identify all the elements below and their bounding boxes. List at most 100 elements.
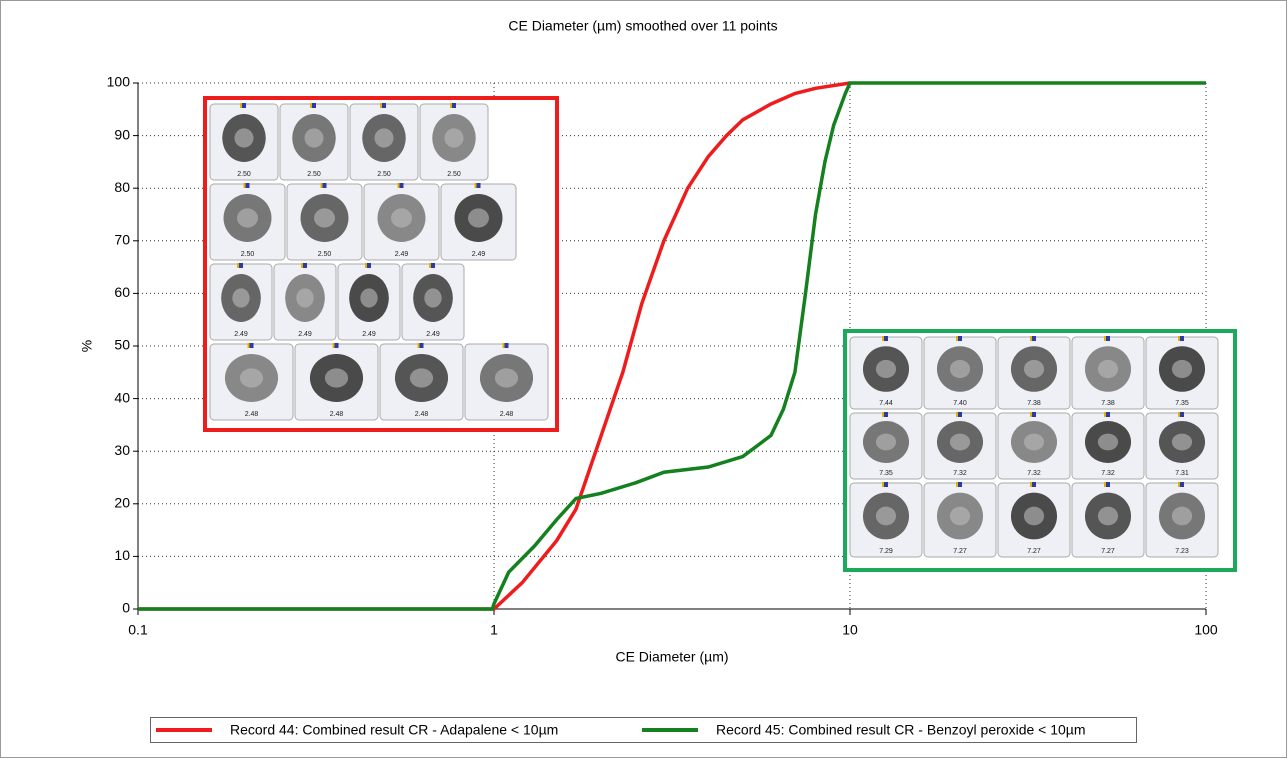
y-tick-label: 60 <box>114 284 130 300</box>
particle-highlight <box>875 433 897 451</box>
y-tick-label: 50 <box>114 337 130 353</box>
particle-highlight <box>234 128 254 148</box>
particle-label: 7.44 <box>879 400 893 407</box>
particle-marker <box>1106 412 1110 417</box>
particle-highlight <box>391 208 412 228</box>
particle-marker <box>312 103 316 108</box>
particle-label: 7.29 <box>879 548 893 555</box>
y-tick-label: 90 <box>114 126 130 142</box>
particle-label: 2.49 <box>234 331 248 338</box>
x-tick-label: 1 <box>490 622 498 638</box>
particle-highlight <box>424 288 442 308</box>
particle-label: 2.49 <box>298 331 312 338</box>
particle-marker <box>245 183 250 188</box>
particle-highlight <box>949 359 971 379</box>
y-tick-label: 40 <box>114 389 130 405</box>
particle-marker <box>237 263 239 268</box>
particle-marker <box>1180 482 1184 487</box>
particle-label: 7.35 <box>1175 400 1189 407</box>
particle-marker <box>417 343 420 348</box>
particle-label: 2.48 <box>245 411 259 418</box>
particle-highlight <box>468 208 489 228</box>
particle-marker <box>882 412 884 417</box>
particle-marker <box>303 263 307 268</box>
particle-label: 7.35 <box>879 470 893 477</box>
particle-label: 7.27 <box>953 548 967 555</box>
particle-marker <box>367 263 371 268</box>
particle-label: 2.50 <box>447 171 461 178</box>
particle-highlight <box>304 128 324 148</box>
particle-marker <box>1104 482 1106 487</box>
particle-label: 2.50 <box>318 251 332 258</box>
particle-label: 2.50 <box>377 171 391 178</box>
chart-title: CE Diameter (µm) smoothed over 11 points <box>508 18 777 34</box>
particle-marker <box>1106 482 1110 487</box>
particle-marker <box>1106 336 1110 341</box>
particle-marker <box>1104 412 1106 417</box>
y-axis-label: % <box>79 340 95 352</box>
particle-label: 2.49 <box>472 251 486 258</box>
particle-marker <box>1030 482 1032 487</box>
particle-highlight <box>1023 506 1045 526</box>
particle-marker <box>247 343 250 348</box>
particle-highlight <box>1023 433 1045 451</box>
x-tick-label: 0.1 <box>128 622 148 638</box>
particle-marker <box>380 103 382 108</box>
particle-marker <box>1180 336 1184 341</box>
particle-marker <box>243 183 246 188</box>
particle-highlight <box>1023 359 1045 379</box>
particle-highlight <box>949 506 971 526</box>
particle-label: 2.49 <box>395 251 409 258</box>
y-tick-label: 100 <box>107 74 131 90</box>
particle-highlight <box>1097 506 1119 526</box>
legend-label: Record 45: Combined result CR - Benzoyl … <box>716 722 1086 738</box>
x-axis-label: CE Diameter (µm) <box>615 649 728 665</box>
particle-label: 7.40 <box>953 400 967 407</box>
x-tick-label: 10 <box>842 622 858 638</box>
particle-highlight <box>239 368 264 388</box>
particle-marker <box>239 263 243 268</box>
particle-highlight <box>949 433 971 451</box>
particle-label: 7.38 <box>1027 400 1041 407</box>
particle-marker <box>301 263 303 268</box>
legend-label: Record 44: Combined result CR - Adapalen… <box>230 722 558 738</box>
particle-marker <box>1178 412 1180 417</box>
y-tick-label: 70 <box>114 232 130 248</box>
particle-label: 2.48 <box>415 411 429 418</box>
particle-marker <box>882 482 884 487</box>
particle-marker <box>452 103 456 108</box>
particle-marker <box>419 343 424 348</box>
series-line <box>138 81 1206 611</box>
particle-marker <box>1030 336 1032 341</box>
particle-marker <box>502 343 505 348</box>
particle-marker <box>884 336 888 341</box>
particle-label: 7.32 <box>953 470 967 477</box>
particle-label: 7.27 <box>1027 548 1041 555</box>
y-tick-label: 20 <box>114 495 130 511</box>
particle-marker <box>1178 336 1180 341</box>
particle-marker <box>322 183 327 188</box>
particle-marker <box>365 263 367 268</box>
particle-highlight <box>1097 433 1119 451</box>
particle-label: 2.49 <box>362 331 376 338</box>
particle-label: 2.48 <box>330 411 344 418</box>
particle-marker <box>1032 412 1036 417</box>
particle-marker <box>474 183 477 188</box>
particle-highlight <box>314 208 335 228</box>
particle-label: 7.27 <box>1101 548 1115 555</box>
particle-marker <box>884 482 888 487</box>
particle-marker <box>450 103 452 108</box>
particle-highlight <box>232 288 250 308</box>
series-line <box>138 81 851 611</box>
y-tick-label: 10 <box>114 547 130 563</box>
y-tick-label: 80 <box>114 179 130 195</box>
particle-highlight <box>1171 359 1193 379</box>
particle-marker <box>882 336 884 341</box>
particle-label: 2.50 <box>307 171 321 178</box>
particle-marker <box>320 183 323 188</box>
particle-marker <box>397 183 400 188</box>
particle-highlight <box>875 359 897 379</box>
particle-marker <box>956 336 958 341</box>
particle-marker <box>1180 412 1184 417</box>
particle-marker <box>956 412 958 417</box>
